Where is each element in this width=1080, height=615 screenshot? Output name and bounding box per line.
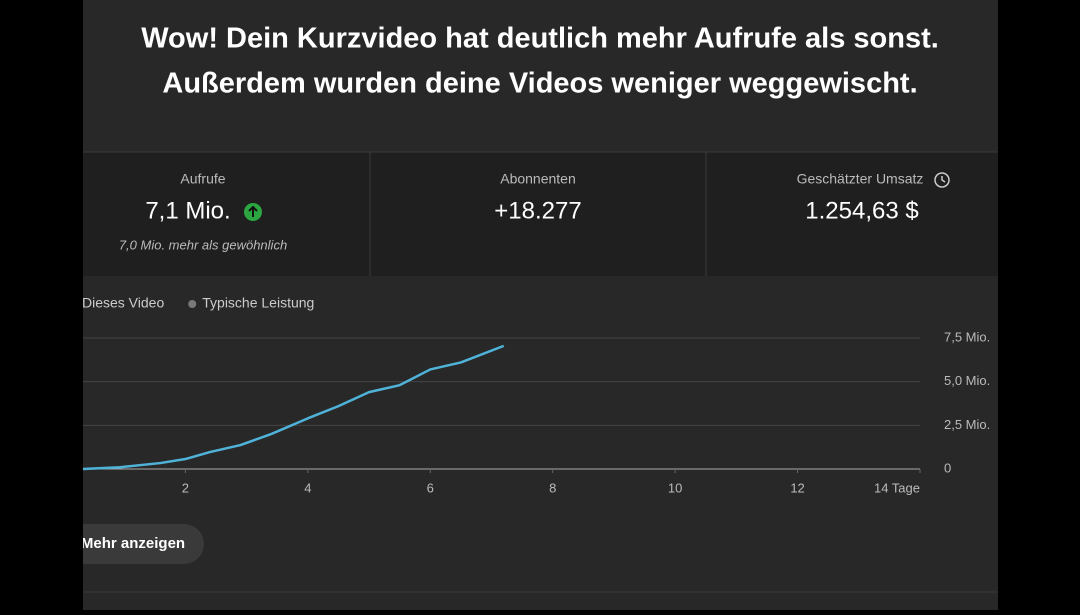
y-tick-label: 7,5 Mio. [944, 329, 990, 344]
stat-label: Aufrufe [180, 171, 225, 187]
x-tick-label: 8 [549, 480, 556, 495]
legend-label: Typische Leistung [202, 295, 314, 311]
y-tick-label: 5,0 Mio. [944, 373, 990, 388]
title-line: Außerdem wurden deine Videos weniger weg… [162, 68, 917, 100]
y-tick-label: 0 [944, 460, 951, 475]
x-tick-label: 10 [668, 480, 682, 495]
stat-label: Abonnenten [500, 171, 576, 187]
stat-value: 7,1 Mio. [145, 197, 230, 224]
left-band [0, 0, 83, 610]
stat-note: 7,0 Mio. mehr als gewöhnlich [119, 237, 287, 252]
title-line: Wow! Dein Kurzvideo hat deutlich mehr Au… [141, 23, 939, 55]
y-tick-label: 2,5 Mio. [944, 417, 990, 432]
x-tick-label: 4 [304, 480, 311, 495]
more-button[interactable] [62, 524, 204, 564]
stat-value: +18.277 [494, 197, 581, 224]
series-line [63, 344, 505, 471]
up-arrow [248, 205, 258, 217]
legend-dot [188, 300, 197, 308]
clock-icon [934, 172, 950, 188]
x-tick-label: 12 [790, 480, 804, 495]
right-band [998, 0, 1080, 610]
stat-label: Geschätzter Umsatz [797, 171, 924, 187]
stats-row [0, 152, 1080, 276]
x-tick-label: 14 Tage [874, 480, 920, 495]
more-button-label[interactable]: Mehr anzeigen [81, 535, 185, 552]
clock-hand [941, 176, 946, 183]
x-tick-label: 2 [182, 480, 189, 495]
x-tick-label: 6 [427, 480, 434, 495]
legend-label: Dieses Video [82, 295, 164, 311]
stat-value: 1.254,63 $ [805, 197, 918, 224]
